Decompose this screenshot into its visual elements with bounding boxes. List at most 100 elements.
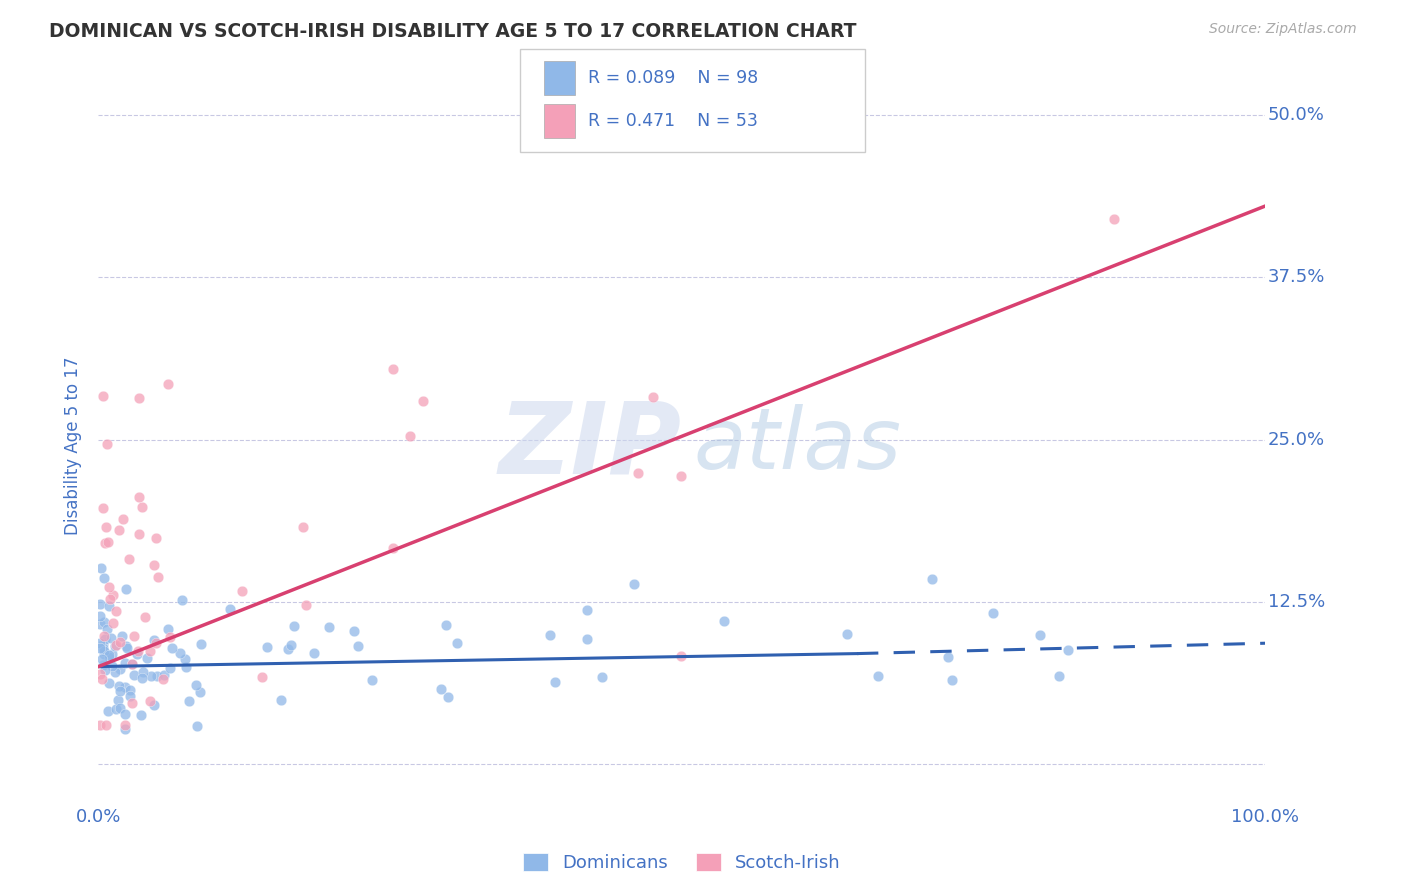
Legend: Dominicans, Scotch-Irish: Dominicans, Scotch-Irish — [516, 846, 848, 880]
Point — [94, 632, 117, 646]
Text: DOMINICAN VS SCOTCH-IRISH DISABILITY AGE 5 TO 17 CORRELATION CHART: DOMINICAN VS SCOTCH-IRISH DISABILITY AGE… — [49, 22, 856, 41]
Point — [104, 604, 127, 618]
Point — [143, 698, 166, 712]
Point — [412, 393, 434, 408]
Point — [382, 541, 405, 555]
Point — [108, 662, 131, 676]
Point — [94, 663, 117, 677]
Point — [97, 580, 120, 594]
Point — [162, 641, 184, 656]
Point — [104, 640, 127, 654]
Point — [446, 636, 468, 650]
Point — [100, 658, 122, 673]
Point — [868, 669, 890, 683]
Point — [93, 658, 115, 673]
Point — [121, 657, 143, 672]
Point — [114, 680, 136, 694]
Point — [921, 572, 943, 586]
Point — [153, 668, 176, 682]
Point — [190, 637, 212, 651]
Point — [131, 671, 153, 685]
Point — [837, 627, 859, 641]
Point — [101, 588, 124, 602]
Point — [97, 535, 120, 549]
Point — [1056, 642, 1078, 657]
Text: R = 0.089    N = 98: R = 0.089 N = 98 — [588, 69, 758, 87]
Point — [132, 665, 155, 680]
Point — [1029, 627, 1052, 641]
Point — [186, 719, 208, 733]
Point — [118, 551, 141, 566]
Point — [96, 622, 118, 636]
Point — [112, 512, 135, 526]
Point — [157, 377, 180, 392]
Point — [627, 466, 650, 480]
Point — [231, 584, 253, 599]
Point — [120, 683, 142, 698]
Point — [114, 718, 136, 732]
Point — [179, 694, 201, 708]
Point — [138, 694, 160, 708]
Point — [118, 689, 141, 703]
Point — [124, 629, 146, 643]
Point — [277, 641, 299, 656]
Point — [643, 390, 665, 404]
Point — [188, 685, 211, 699]
Point — [105, 702, 128, 716]
Point — [89, 718, 111, 732]
Point — [669, 468, 692, 483]
Point — [89, 667, 111, 681]
Text: 25.0%: 25.0% — [1268, 431, 1324, 449]
Point — [114, 706, 136, 721]
Point — [256, 640, 278, 654]
Point — [108, 635, 131, 649]
Point — [538, 628, 561, 642]
Point — [108, 680, 131, 694]
Point — [108, 683, 131, 698]
Point — [174, 652, 197, 666]
Point — [97, 650, 120, 665]
Y-axis label: Disability Age 5 to 17: Disability Age 5 to 17 — [65, 357, 83, 535]
Point — [110, 629, 132, 643]
Text: Source: ZipAtlas.com: Source: ZipAtlas.com — [1209, 22, 1357, 37]
Point — [89, 617, 111, 632]
Point — [139, 644, 162, 658]
Point — [292, 520, 315, 534]
Point — [981, 606, 1004, 620]
Point — [124, 668, 146, 682]
Point — [936, 649, 959, 664]
Point — [128, 391, 150, 405]
Point — [283, 619, 305, 633]
Text: 12.5%: 12.5% — [1268, 592, 1324, 611]
Point — [131, 500, 153, 514]
Point — [93, 637, 115, 651]
Point — [361, 673, 384, 688]
Point — [89, 597, 111, 611]
Point — [576, 603, 599, 617]
Point — [436, 690, 458, 704]
Text: ZIP: ZIP — [499, 398, 682, 494]
Point — [91, 500, 114, 515]
Point — [98, 648, 121, 663]
Point — [101, 616, 124, 631]
Point — [114, 582, 136, 596]
Point — [145, 636, 167, 650]
Point — [97, 704, 120, 718]
Point — [121, 696, 143, 710]
Point — [713, 614, 735, 628]
Point — [94, 718, 117, 732]
Point — [96, 520, 118, 534]
Point — [100, 632, 122, 646]
Point — [146, 668, 169, 682]
Point — [159, 661, 181, 675]
Point — [135, 651, 157, 665]
Point — [90, 561, 112, 575]
Point — [280, 638, 302, 652]
Point — [346, 639, 368, 653]
Point — [343, 624, 366, 638]
Point — [1102, 211, 1125, 226]
Point — [544, 675, 567, 690]
Point — [591, 670, 613, 684]
Point — [108, 524, 131, 538]
Point — [91, 672, 114, 686]
